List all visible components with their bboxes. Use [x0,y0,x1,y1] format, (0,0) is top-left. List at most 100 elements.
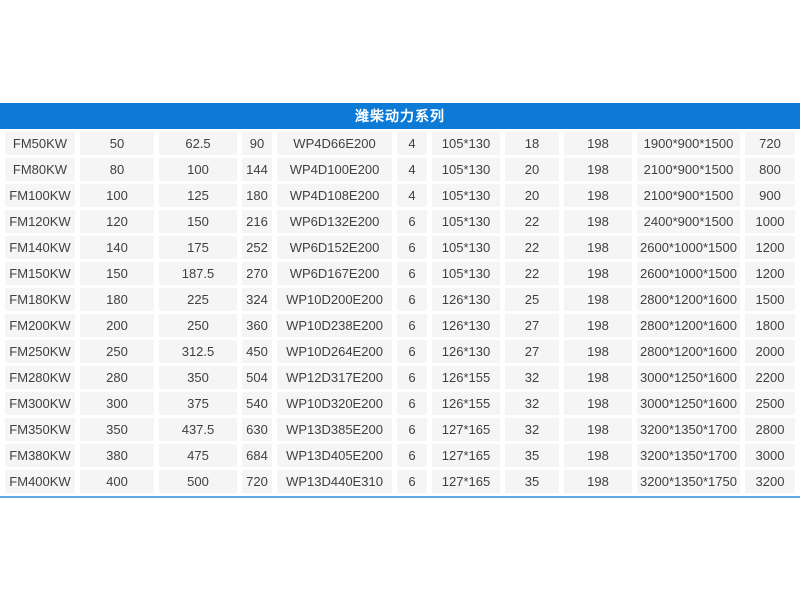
table-cell: 62.5 [159,132,237,155]
table-cell: 250 [80,340,154,363]
table-cell: 1500 [745,288,795,311]
table-cell: 198 [564,262,632,285]
table-cell: 22 [505,262,559,285]
table-row: FM120KW 120 150 216 WP6D132E200 6 105*130 22 198… [5,210,795,233]
table-row: FM80KW 80 100 144 WP4D100E200 4 105*130 20 198 21… [5,158,795,181]
spec-table: FM50KW 50 62.5 90 WP4D66E200 4 105*130 18 198 190… [0,129,800,496]
table-cell: FM100KW [5,184,75,207]
table-cell: 105*130 [432,158,500,181]
table-cell: FM150KW [5,262,75,285]
table-cell: 198 [564,184,632,207]
table-cell: 252 [242,236,272,259]
table-cell: FM350KW [5,418,75,441]
table-cell: 6 [397,236,427,259]
table-cell: 6 [397,444,427,467]
table-row: FM140KW 140 175 252 WP6D152E200 6 105*130 22 198… [5,236,795,259]
table-cell: 1000 [745,210,795,233]
table-title: 潍柴动力系列 [355,108,445,124]
table-cell: 380 [80,444,154,467]
table-cell: WP6D132E200 [277,210,392,233]
table-cell: 50 [80,132,154,155]
table-cell: 2800*1200*1600 [637,340,740,363]
table-cell: 6 [397,262,427,285]
table-cell: 3000*1250*1600 [637,366,740,389]
table-cell: 198 [564,210,632,233]
table-cell: 2800 [745,418,795,441]
table-cell: 4 [397,132,427,155]
table-cell: 27 [505,340,559,363]
table-cell: 500 [159,470,237,493]
table-cell: 198 [564,392,632,415]
table-cell: 198 [564,288,632,311]
table-row: FM250KW 250 312.5 450 WP10D264E200 6 126*130 27… [5,340,795,363]
table-cell: 720 [242,470,272,493]
table-cell: 2100*900*1500 [637,158,740,181]
table-row: FM400KW 400 500 720 WP13D440E310 6 127*165 35 19… [5,470,795,493]
table-row: FM200KW 200 250 360 WP10D238E200 6 126*130 27 19… [5,314,795,337]
table-cell: 2800*1200*1600 [637,314,740,337]
table-cell: 126*130 [432,314,500,337]
table-cell: 105*130 [432,210,500,233]
table-cell: 100 [80,184,154,207]
table-cell: 22 [505,236,559,259]
table-cell: 1800 [745,314,795,337]
table-cell: 126*155 [432,392,500,415]
table-cell: 2500 [745,392,795,415]
table-cell: 27 [505,314,559,337]
table-cell: 198 [564,366,632,389]
table-cell: 198 [564,418,632,441]
table-cell: 22 [505,210,559,233]
table-cell: WP4D108E200 [277,184,392,207]
table-cell: 200 [80,314,154,337]
table-row: FM180KW 180 225 324 WP10D200E200 6 126*130 25 19… [5,288,795,311]
table-cell: 450 [242,340,272,363]
table-cell: 6 [397,470,427,493]
table-cell: WP10D238E200 [277,314,392,337]
table-cell: 144 [242,158,272,181]
table-cell: 270 [242,262,272,285]
table-row: FM150KW 150 187.5 270 WP6D167E200 6 105*130 22 1… [5,262,795,285]
table-cell: WP13D385E200 [277,418,392,441]
table-cell: 198 [564,236,632,259]
table-row: FM300KW 300 375 540 WP10D320E200 6 126*155 32 19… [5,392,795,415]
table-cell: FM80KW [5,158,75,181]
table-cell: FM400KW [5,470,75,493]
table-cell: 6 [397,340,427,363]
table-cell: 126*130 [432,340,500,363]
table-cell: WP4D100E200 [277,158,392,181]
table-cell: 127*165 [432,444,500,467]
table-cell: 198 [564,444,632,467]
table-cell: 1200 [745,262,795,285]
table-cell: 198 [564,158,632,181]
table-cell: 25 [505,288,559,311]
table-cell: 400 [80,470,154,493]
table-cell: 150 [159,210,237,233]
table-cell: 126*155 [432,366,500,389]
series-spec-panel: 潍柴动力系列 FM50KW 50 62.5 90 WP4D66E200 4 105*130 1… [0,103,800,498]
table-cell: 1200 [745,236,795,259]
table-cell: 3000 [745,444,795,467]
table-cell: 2600*1000*1500 [637,236,740,259]
table-cell: 6 [397,314,427,337]
table-cell: WP10D320E200 [277,392,392,415]
table-cell: 6 [397,288,427,311]
table-cell: 6 [397,366,427,389]
table-cell: 225 [159,288,237,311]
table-row: FM100KW 100 125 180 WP4D108E200 4 105*130 20 198… [5,184,795,207]
table-cell: 2800*1200*1600 [637,288,740,311]
table-cell: 250 [159,314,237,337]
table-cell: 127*165 [432,470,500,493]
table-cell: 2000 [745,340,795,363]
table-row: FM280KW 280 350 504 WP12D317E200 6 126*155 32 19… [5,366,795,389]
table-cell: 504 [242,366,272,389]
table-cell: 105*130 [432,262,500,285]
table-cell: 20 [505,158,559,181]
table-cell: 720 [745,132,795,155]
table-cell: 360 [242,314,272,337]
table-cell: 437.5 [159,418,237,441]
table-cell: 3200*1350*1700 [637,444,740,467]
table-cell: 900 [745,184,795,207]
table-cell: 187.5 [159,262,237,285]
table-cell: 350 [159,366,237,389]
table-cell: 3000*1250*1600 [637,392,740,415]
